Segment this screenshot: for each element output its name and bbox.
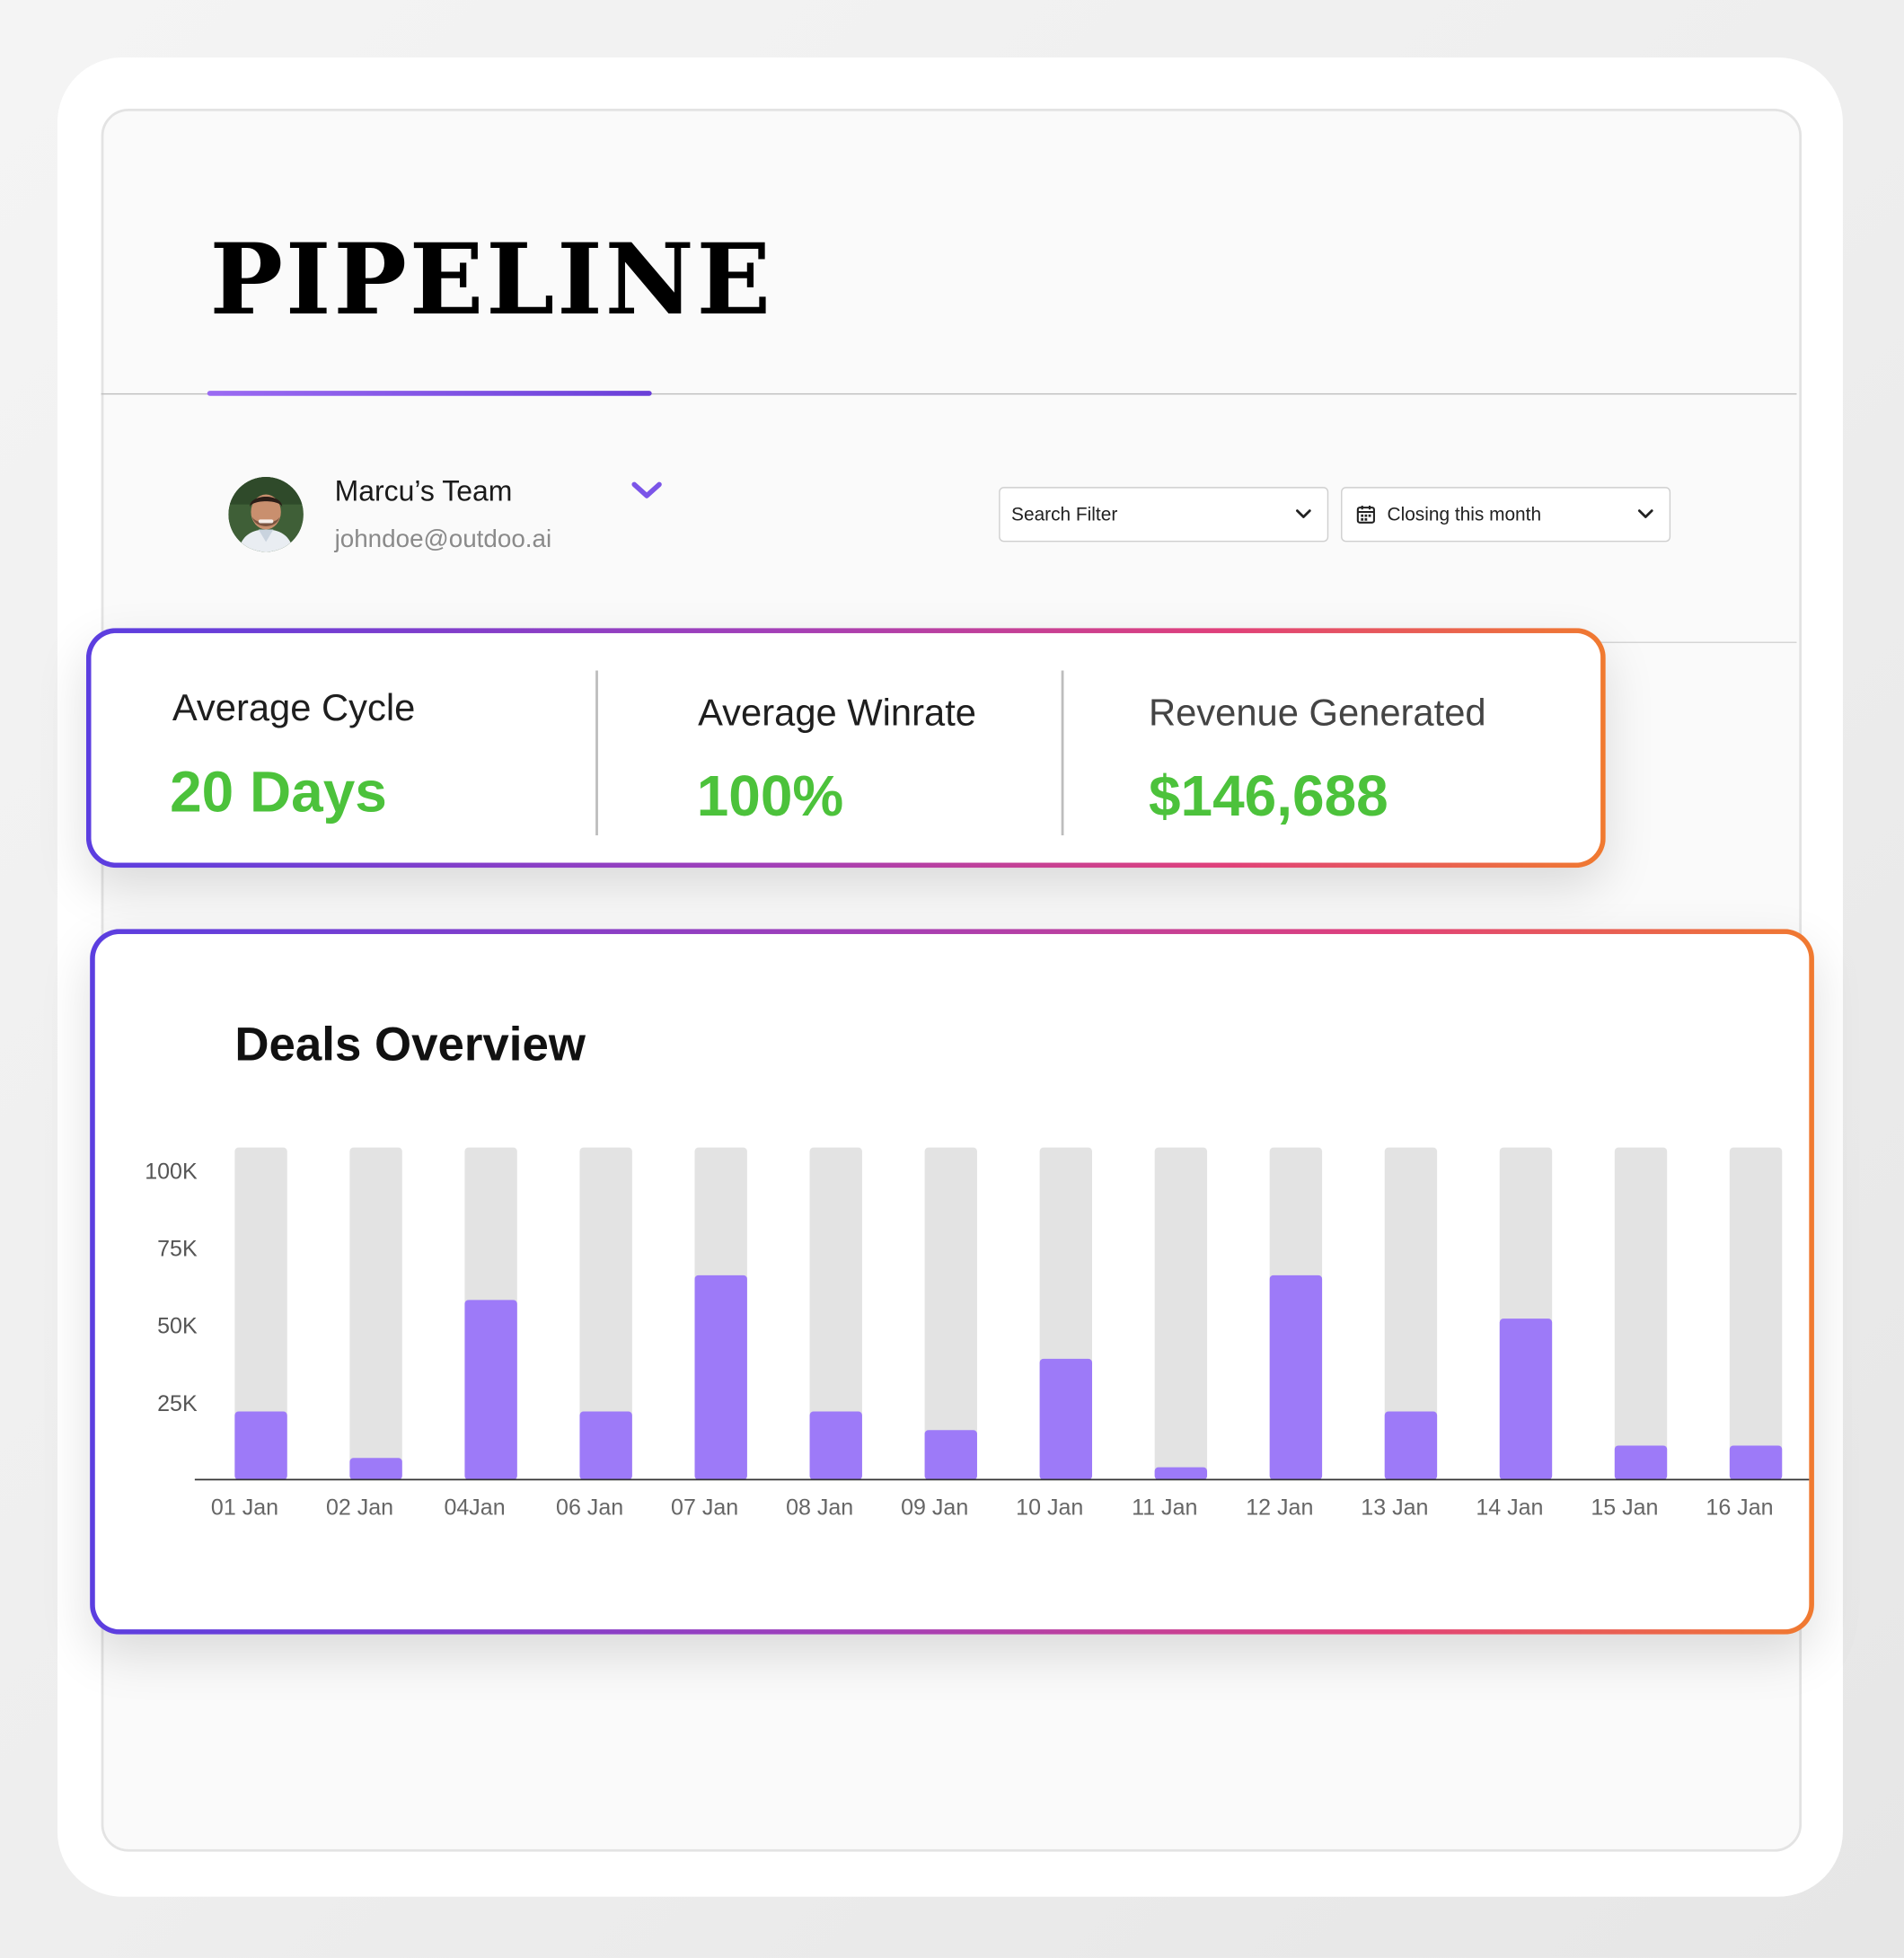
team-chevron-down-icon[interactable] [630, 478, 665, 503]
bar-07-jan[interactable] [694, 1274, 747, 1480]
chevron-down-icon [1637, 509, 1653, 518]
stat-average-winrate-label: Average Winrate [698, 692, 976, 735]
bar-track [1384, 1147, 1438, 1480]
x-tick-label: 11 Jan [1132, 1495, 1197, 1520]
avatar[interactable] [228, 477, 304, 552]
bar-16-jan[interactable] [1729, 1445, 1783, 1480]
x-tick-label: 08 Jan [786, 1495, 853, 1520]
x-tick-label: 06 Jan [556, 1495, 623, 1520]
bar-11-jan[interactable] [1154, 1467, 1208, 1480]
bar-10-jan[interactable] [1039, 1358, 1093, 1480]
bar-04jan[interactable] [464, 1300, 517, 1480]
bar-track [809, 1147, 862, 1480]
bar-track [1729, 1147, 1783, 1480]
chart-title: Deals Overview [234, 1019, 586, 1072]
x-tick-label: 14 Jan [1476, 1495, 1543, 1520]
bar-02-jan[interactable] [349, 1458, 402, 1480]
x-tick-label: 10 Jan [1016, 1495, 1083, 1520]
active-tab-indicator [207, 391, 652, 396]
stat-average-winrate-value: 100% [696, 763, 844, 828]
y-tick-label: 100K [145, 1159, 198, 1184]
bar-track [349, 1147, 402, 1480]
stats-card: Average Cycle 20 Days Average Winrate 10… [86, 628, 1606, 868]
stat-divider [595, 670, 598, 836]
team-name[interactable]: Marcu’s Team [334, 474, 513, 507]
deals-overview-card: Deals Overview 25K 50K 75K 100K 01 Jan 02 Jan… [90, 929, 1814, 1634]
x-tick-label: 16 Jan [1706, 1495, 1773, 1520]
bar-15-jan[interactable] [1614, 1445, 1668, 1480]
bar-06-jan[interactable] [579, 1411, 632, 1480]
person-avatar-icon [228, 477, 304, 552]
chevron-down-icon [1296, 509, 1311, 518]
bar-track [1614, 1147, 1668, 1480]
team-email: johndoe@outdoo.ai [334, 525, 552, 553]
stat-revenue-value: $146,688 [1148, 763, 1388, 828]
y-tick-label: 25K [157, 1391, 198, 1416]
bar-13-jan[interactable] [1384, 1411, 1438, 1480]
stat-divider [1061, 670, 1064, 836]
page-title: PIPELINE [209, 223, 773, 338]
bar-12-jan[interactable] [1269, 1274, 1323, 1480]
x-tick-label: 07 Jan [671, 1495, 738, 1520]
bar-track [579, 1147, 632, 1480]
closing-filter-select[interactable]: Closing this month [1341, 487, 1671, 542]
y-tick-label: 75K [157, 1237, 198, 1262]
title-divider [101, 392, 1797, 395]
x-tick-label: 01 Jan [211, 1495, 278, 1520]
stat-average-cycle-label: Average Cycle [172, 688, 416, 729]
bar-track [924, 1147, 977, 1480]
bar-09-jan[interactable] [924, 1430, 977, 1480]
bar-track [1154, 1147, 1208, 1480]
x-tick-label: 04Jan [444, 1495, 505, 1520]
x-tick-label: 15 Jan [1591, 1495, 1658, 1520]
calendar-icon [1356, 506, 1375, 524]
deals-overview-chart: 25K 50K 75K 100K 01 Jan 02 Jan 04Jan 06 Jan 07 J… [145, 1147, 1810, 1520]
x-tick-label: 12 Jan [1246, 1495, 1313, 1520]
bar-08-jan[interactable] [809, 1411, 862, 1480]
x-tick-label: 09 Jan [901, 1495, 968, 1520]
x-tick-label: 13 Jan [1361, 1495, 1428, 1520]
y-tick-label: 50K [157, 1314, 198, 1339]
search-filter-select[interactable]: Search Filter [999, 487, 1329, 542]
bar-01-jan[interactable] [234, 1411, 287, 1480]
stat-average-cycle-value: 20 Days [170, 759, 387, 825]
bar-track [234, 1147, 287, 1480]
x-tick-label: 02 Jan [326, 1495, 393, 1520]
closing-filter-label: Closing this month [1387, 503, 1542, 525]
stat-revenue-label: Revenue Generated [1148, 692, 1486, 735]
search-filter-label: Search Filter [1011, 503, 1118, 525]
bar-14-jan[interactable] [1499, 1319, 1553, 1480]
